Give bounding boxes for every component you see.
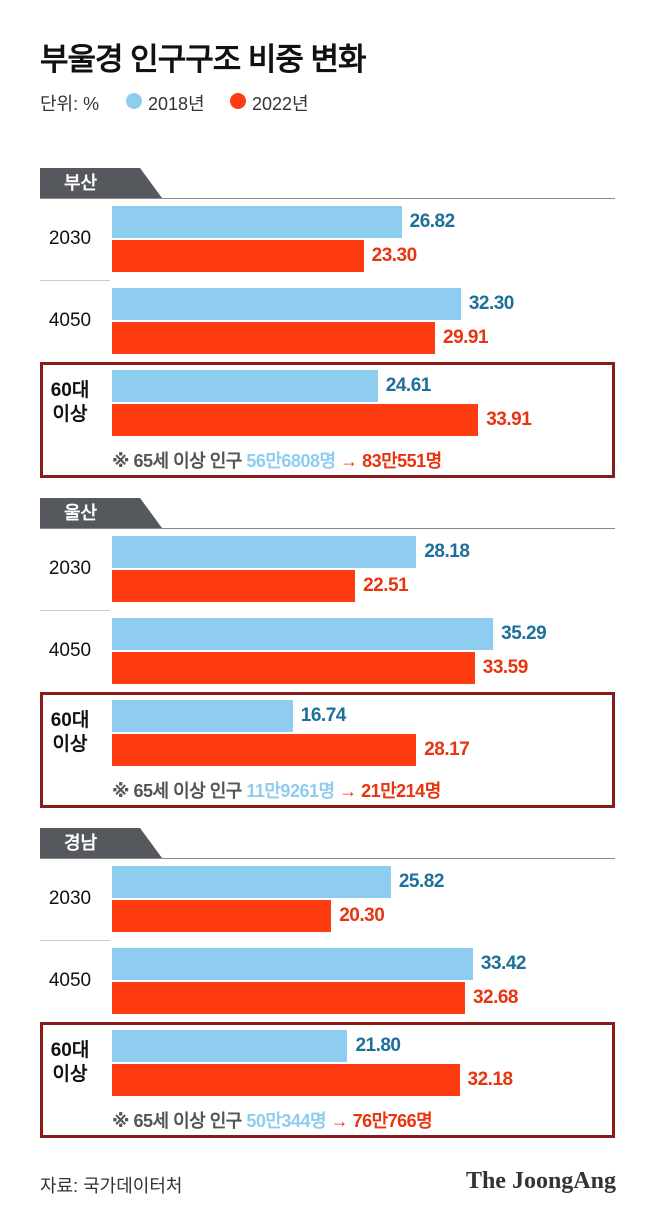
category-label: 60대 이상: [50, 1040, 90, 1085]
note-arrow: →: [330, 1111, 349, 1131]
source: 자료: 국가데이터처: [40, 1176, 183, 1196]
bar: [112, 240, 364, 272]
category-label: 2030: [48, 888, 92, 909]
category-label: 60대 이상: [50, 710, 90, 755]
note-text: ※ 65세 이상 인구: [112, 781, 242, 801]
value-label: 24.61: [385, 375, 432, 396]
bar: [112, 948, 473, 980]
legend-label: 2018년: [148, 94, 205, 114]
logo: The JoongAng: [465, 1168, 616, 1194]
bar: [112, 734, 417, 766]
value-label: 28.18: [424, 541, 470, 562]
note: ※ 65세 이상 인구 11만9261명 → 21만214명: [112, 777, 441, 803]
legend-swatch: [230, 93, 246, 109]
value-label: 23.30: [371, 245, 418, 266]
bar: [112, 570, 356, 602]
note-text: ※ 65세 이상 인구: [112, 1111, 242, 1131]
note-to: 21만214명: [361, 781, 441, 801]
value-label: 32.68: [472, 987, 519, 1008]
value-label: 28.17: [424, 739, 470, 760]
category-label: 60대 이상: [50, 380, 90, 425]
note-text: ※ 65세 이상 인구: [112, 451, 242, 471]
value-label: 29.91: [443, 327, 489, 348]
bar: [112, 370, 378, 402]
note-to: 83만551명: [362, 451, 442, 471]
value-label: 16.74: [300, 705, 347, 726]
note: ※ 65세 이상 인구 50만344명 → 76만766명: [112, 1107, 433, 1133]
value-label: 33.42: [480, 953, 527, 974]
panel-title: 부산: [64, 173, 98, 193]
bar: [112, 866, 391, 898]
value-label: 32.30: [468, 293, 515, 314]
bar: [112, 536, 417, 568]
bar: [112, 404, 479, 436]
category-label: 2030: [48, 558, 92, 579]
value-label: 20.30: [339, 905, 385, 926]
category-label: 4050: [48, 970, 92, 991]
value-label: 22.51: [363, 575, 409, 596]
note-arrow: →: [339, 781, 357, 801]
page-title: 부울경 인구구조 비중 변화: [40, 42, 367, 77]
panel-rule: [40, 528, 615, 529]
panel-tab: [40, 828, 162, 858]
value-label: 35.29: [501, 623, 547, 644]
bar: [112, 322, 436, 354]
note-arrow: →: [340, 451, 358, 471]
bar: [112, 618, 494, 650]
bar: [112, 288, 461, 320]
value-label: 33.91: [486, 409, 532, 430]
unit-label: 단위: %: [40, 94, 100, 114]
highlight-box: [40, 692, 615, 808]
category-label: 4050: [48, 640, 92, 661]
highlight-box: [40, 362, 615, 478]
note-to: 76만766명: [352, 1111, 433, 1131]
bar: [112, 900, 332, 932]
category-label: 4050: [48, 310, 92, 331]
category-label: 2030: [48, 228, 92, 249]
panel-title: 경남: [64, 833, 98, 853]
panel-tab: [40, 168, 162, 198]
value-label: 26.82: [409, 211, 456, 232]
panel-rule: [40, 858, 615, 859]
bar: [112, 206, 402, 238]
category-separator: [40, 280, 110, 281]
highlight-box: [40, 1022, 615, 1138]
value-label: 33.59: [482, 657, 529, 678]
note-from: 50만344명: [246, 1111, 327, 1131]
value-label: 21.80: [355, 1035, 401, 1056]
panel-title: 울산: [64, 503, 98, 523]
value-label: 32.18: [467, 1069, 514, 1090]
category-separator: [40, 940, 110, 941]
bar: [112, 1064, 460, 1096]
bar: [112, 982, 465, 1014]
note: ※ 65세 이상 인구 56만6808명 → 83만551명: [112, 447, 442, 473]
bar: [112, 652, 475, 684]
bar: [112, 700, 293, 732]
panel-tab: [40, 498, 162, 528]
panel-rule: [40, 198, 615, 199]
note-from: 11만9261명: [246, 781, 335, 801]
value-label: 25.82: [398, 871, 445, 892]
legend-label: 2022년: [252, 94, 309, 114]
legend-swatch: [126, 93, 142, 109]
category-separator: [40, 610, 110, 611]
note-from: 56만6808명: [246, 451, 336, 471]
bar: [112, 1030, 348, 1062]
